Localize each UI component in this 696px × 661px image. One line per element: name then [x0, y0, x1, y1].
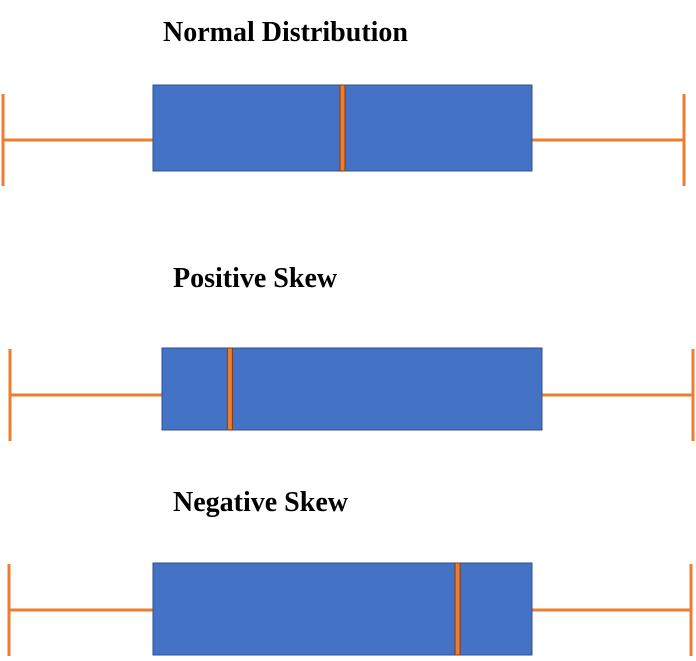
median-line-normal [339, 84, 346, 172]
box-positive [161, 347, 543, 431]
title-normal-distribution: Normal Distribution [163, 17, 408, 48]
boxplot-negative-skew: Negative Skew [7, 487, 693, 656]
title-positive-skew: Positive Skew [173, 263, 338, 294]
median-line-positive [226, 347, 233, 431]
box-negative [152, 562, 533, 656]
boxplot-normal: Normal Distribution [1, 17, 686, 186]
boxplot-positive-skew: Positive Skew [8, 263, 695, 441]
median-line-negative [454, 562, 461, 656]
title-negative-skew: Negative Skew [173, 487, 349, 518]
